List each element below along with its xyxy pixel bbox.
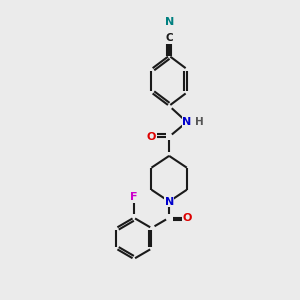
Text: N: N (164, 196, 174, 206)
Text: O: O (182, 213, 191, 223)
Text: H: H (195, 117, 203, 127)
Text: C: C (165, 33, 173, 43)
Text: N: N (164, 17, 174, 27)
Text: F: F (130, 192, 138, 202)
Text: O: O (147, 132, 156, 142)
Text: N: N (182, 117, 191, 127)
